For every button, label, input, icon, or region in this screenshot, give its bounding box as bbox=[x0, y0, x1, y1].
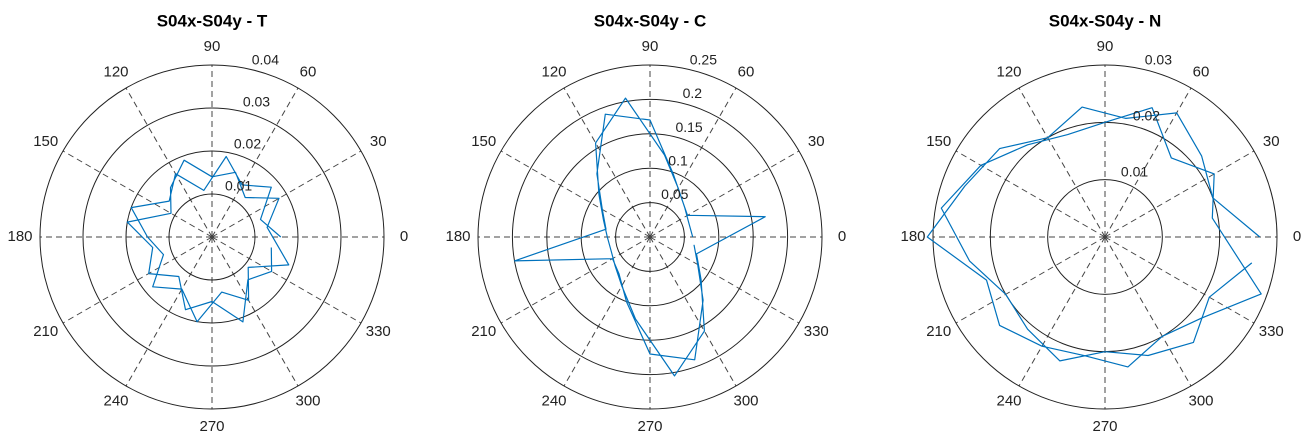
spoke bbox=[1018, 236, 1106, 387]
spoke bbox=[1104, 236, 1192, 387]
theta-tick-label: 30 bbox=[1263, 133, 1280, 150]
theta-tick-label: 120 bbox=[103, 63, 128, 80]
theta-tick-label: 210 bbox=[471, 323, 496, 340]
theta-tick-label: 180 bbox=[7, 228, 32, 245]
r-grid-ring bbox=[82, 107, 342, 367]
theta-tick-label: 60 bbox=[738, 63, 755, 80]
r-tick-label: 0.02 bbox=[234, 136, 261, 152]
theta-tick-label: 180 bbox=[900, 228, 925, 245]
theta-tick-label: 210 bbox=[33, 323, 58, 340]
theta-tick-label: 60 bbox=[300, 63, 317, 80]
theta-tick-label: 210 bbox=[926, 323, 951, 340]
chart-title: S04x-S04y - T bbox=[157, 11, 268, 30]
r-tick-label: 0.03 bbox=[243, 94, 270, 110]
theta-tick-label: 0 bbox=[400, 228, 408, 245]
r-tick-label: 0.01 bbox=[225, 178, 252, 194]
spoke bbox=[649, 236, 800, 324]
theta-tick-label: 150 bbox=[926, 133, 951, 150]
spoke bbox=[563, 236, 651, 387]
theta-tick-label: 30 bbox=[370, 133, 387, 150]
r-tick-label: 0.05 bbox=[661, 186, 688, 202]
r-grid-ring bbox=[580, 167, 720, 307]
theta-tick-label: 120 bbox=[541, 63, 566, 80]
spoke bbox=[649, 236, 737, 387]
theta-tick-label: 270 bbox=[1092, 418, 1117, 435]
r-tick-label: 0.04 bbox=[252, 51, 279, 67]
r-tick-label: 0.1 bbox=[668, 152, 688, 168]
r-tick-label: 0.02 bbox=[1133, 108, 1160, 124]
theta-tick-label: 240 bbox=[996, 393, 1021, 410]
r-tick-label: 0.01 bbox=[1121, 164, 1148, 180]
spoke bbox=[955, 236, 1106, 324]
r-grid-ring bbox=[1047, 179, 1163, 295]
theta-tick-label: 0 bbox=[838, 228, 846, 245]
theta-tick-label: 150 bbox=[33, 133, 58, 150]
theta-tick-label: 90 bbox=[204, 38, 221, 55]
theta-tick-label: 120 bbox=[996, 63, 1021, 80]
r-grid-ring bbox=[615, 202, 685, 272]
spoke bbox=[1104, 236, 1255, 324]
theta-tick-label: 240 bbox=[103, 393, 128, 410]
theta-tick-label: 270 bbox=[637, 418, 662, 435]
theta-tick-label: 90 bbox=[1097, 38, 1114, 55]
r-grid-ring bbox=[477, 64, 823, 410]
r-grid-ring bbox=[511, 98, 789, 376]
orbit-trace bbox=[126, 155, 290, 323]
theta-tick-label: 300 bbox=[733, 393, 758, 410]
theta-tick-label: 0 bbox=[1293, 228, 1301, 245]
r-grid-ring bbox=[168, 193, 256, 281]
r-grid-ring bbox=[39, 64, 385, 410]
theta-tick-label: 330 bbox=[804, 323, 829, 340]
r-grid-ring bbox=[125, 150, 299, 324]
theta-tick-label: 60 bbox=[1193, 63, 1210, 80]
chart-title: S04x-S04y - N bbox=[1049, 11, 1161, 30]
spoke bbox=[500, 236, 651, 324]
theta-tick-label: 180 bbox=[445, 228, 470, 245]
orbit-trace bbox=[926, 106, 1262, 368]
r-grid-ring bbox=[932, 64, 1278, 410]
spoke bbox=[1018, 87, 1106, 238]
theta-tick-label: 150 bbox=[471, 133, 496, 150]
theta-tick-label: 330 bbox=[366, 323, 391, 340]
theta-tick-label: 330 bbox=[1259, 323, 1284, 340]
chart-title: S04x-S04y - C bbox=[594, 11, 706, 30]
theta-tick-label: 300 bbox=[1188, 393, 1213, 410]
spoke bbox=[649, 150, 800, 238]
theta-tick-label: 30 bbox=[808, 133, 825, 150]
theta-tick-label: 300 bbox=[295, 393, 320, 410]
r-tick-label: 0.03 bbox=[1145, 51, 1172, 67]
spoke bbox=[500, 150, 651, 238]
r-tick-label: 0.25 bbox=[690, 51, 717, 67]
r-tick-label: 0.15 bbox=[675, 119, 702, 135]
spoke bbox=[955, 150, 1106, 238]
theta-tick-label: 240 bbox=[541, 393, 566, 410]
spoke bbox=[649, 87, 737, 238]
spoke bbox=[563, 87, 651, 238]
theta-tick-label: 270 bbox=[199, 418, 224, 435]
r-tick-label: 0.2 bbox=[683, 85, 703, 101]
theta-tick-label: 90 bbox=[642, 38, 659, 55]
spoke bbox=[1104, 150, 1255, 238]
orbit-trace bbox=[513, 97, 766, 377]
